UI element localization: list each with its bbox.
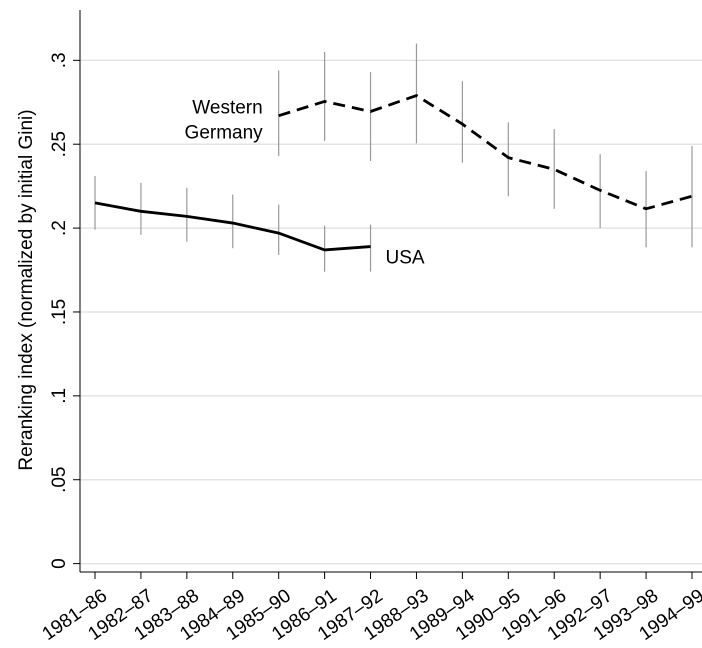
y-tick-label: .3	[49, 52, 70, 68]
y-tick-label: 0	[49, 558, 70, 569]
series-line	[94, 201, 371, 252]
y-tick-label: .1	[49, 388, 70, 404]
series-line	[278, 94, 693, 211]
y-tick-label: .25	[49, 131, 70, 157]
y-tick-label: .2	[49, 220, 70, 236]
y-tick-label: .05	[49, 467, 70, 493]
series-label: Western Germany	[185, 98, 264, 144]
series-label: USA	[386, 248, 425, 269]
y-tick-label: .15	[49, 299, 70, 325]
y-axis-label: Reranking index (normalized by initial G…	[16, 109, 37, 470]
